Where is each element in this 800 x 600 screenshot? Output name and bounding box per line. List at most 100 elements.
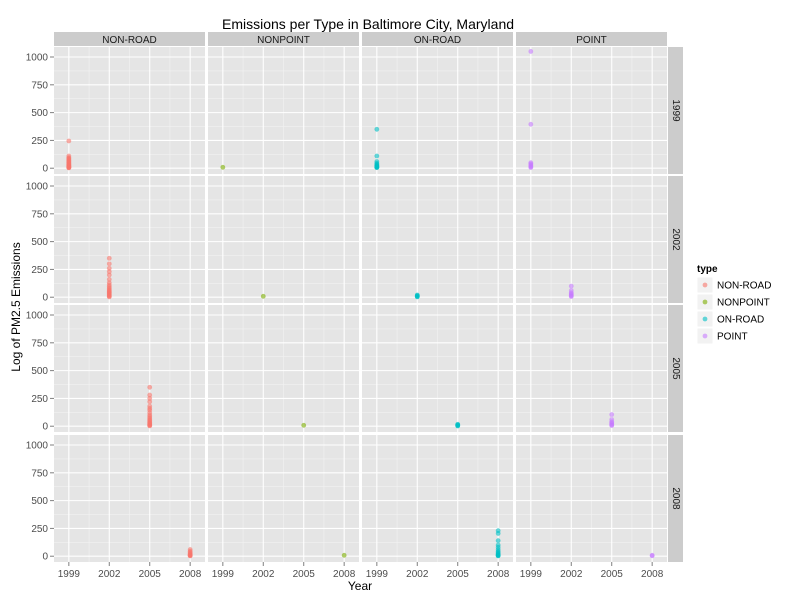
strip-label-nonpoint: NONPOINT (257, 35, 310, 46)
point-non-road-2002 (106, 255, 112, 261)
legend-key-point (702, 333, 708, 339)
y-tick-label: 0 (42, 164, 48, 175)
strip-right-2008 (668, 435, 683, 562)
point-point-2002 (568, 294, 574, 299)
point-nonpoint-2002 (260, 293, 266, 299)
strip-top-non-road (54, 32, 205, 46)
x-tick-label: 2008 (487, 569, 510, 580)
x-tick-label: 2005 (293, 569, 316, 580)
x-tick-label: 2002 (98, 569, 121, 580)
y-tick-label: 250 (31, 136, 48, 147)
panel-non-road-2008 (54, 435, 205, 562)
y-tick-label: 250 (31, 394, 48, 405)
strip-right-2002 (668, 176, 683, 303)
y-tick-label: 1000 (26, 182, 49, 193)
panel-non-road-2002 (54, 176, 205, 303)
point-on-road-2008 (495, 531, 501, 536)
panel-nonpoint-2002 (208, 176, 359, 303)
legend: type NON-ROAD NONPOINT ON-ROAD POINT (696, 264, 771, 345)
x-axis-ticks: 1999 2002 2005 2008 1999 2002 2005 2008 1999 2002… (58, 562, 664, 580)
y-tick-label: 0 (42, 293, 48, 304)
strip-right-2005 (668, 305, 683, 432)
legend-label-on-road: ON-ROAD (717, 315, 764, 326)
point-point-2008 (649, 553, 655, 559)
point-non-road-2002 (106, 294, 112, 300)
panel-point-1999 (516, 47, 667, 174)
strip-right-1999 (668, 47, 683, 174)
panel-on-road-2002 (362, 176, 513, 303)
y-tick-label: 250 (31, 265, 48, 276)
point-non-road-2002 (106, 261, 112, 267)
point-point-2002 (568, 283, 574, 289)
strip-label-2002: 2002 (670, 228, 681, 251)
strip-label-1999: 1999 (670, 99, 681, 122)
point-non-road-2005 (147, 399, 153, 405)
x-tick-label: 2002 (406, 569, 429, 580)
y-axis-ticks: 0 250 500 750 1000 0 250 500 750 1000 0 250 500 750 10… (26, 53, 54, 563)
panel-point-2008 (516, 435, 667, 562)
x-tick-label: 2008 (179, 569, 202, 580)
y-tick-label: 250 (31, 524, 48, 535)
point-non-road-2005 (147, 392, 153, 398)
legend-label-point: POINT (717, 332, 748, 343)
chart-title: Emissions per Type in Baltimore City, Ma… (222, 16, 514, 32)
point-non-road-2002 (106, 269, 112, 275)
strip-top-nonpoint (208, 32, 359, 46)
strip-label-on-road: ON-ROAD (414, 35, 461, 46)
point-point-1999 (528, 165, 534, 170)
panel-on-road-1999 (362, 47, 513, 174)
point-on-road-1999 (374, 165, 380, 171)
point-on-road-1999 (374, 126, 380, 132)
panel-point-2005 (516, 305, 667, 432)
legend-key-on-road (702, 316, 708, 322)
point-on-road-1999 (374, 153, 380, 159)
x-tick-label: 2008 (333, 569, 356, 580)
point-non-road-2005 (147, 384, 153, 390)
point-point-1999 (528, 121, 534, 127)
x-tick-label: 1999 (366, 569, 389, 580)
strip-label-point: POINT (576, 35, 607, 46)
y-tick-label: 1000 (26, 53, 49, 64)
y-axis-label: Log of PM2.5 Emissions (9, 242, 23, 371)
x-tick-label: 2008 (641, 569, 664, 580)
y-tick-label: 500 (31, 108, 48, 119)
point-non-road-1999 (66, 138, 72, 144)
strip-top-point (516, 32, 667, 46)
panel-nonpoint-1999 (208, 47, 359, 174)
x-tick-label: 1999 (520, 569, 543, 580)
panel-non-road-1999 (54, 47, 205, 174)
panel-nonpoint-2005 (208, 305, 359, 432)
legend-label-non-road: NON-ROAD (717, 281, 771, 292)
y-tick-label: 500 (31, 237, 48, 248)
point-point-1999 (528, 49, 534, 54)
y-tick-label: 750 (31, 80, 48, 91)
point-nonpoint-2008 (341, 552, 347, 558)
panel-non-road-2005 (54, 305, 205, 432)
point-on-road-2002 (414, 294, 420, 300)
y-tick-label: 0 (42, 552, 48, 563)
point-point-2005 (609, 412, 615, 417)
point-non-road-2005 (147, 423, 153, 429)
y-tick-label: 750 (31, 468, 48, 479)
strip-label-2008: 2008 (670, 487, 681, 510)
point-non-road-2008 (187, 553, 193, 559)
y-tick-label: 500 (31, 366, 48, 377)
panel-nonpoint-2008 (208, 435, 359, 562)
strip-label-non-road: NON-ROAD (102, 35, 156, 46)
strip-top-on-road (362, 32, 513, 46)
strip-label-2005: 2005 (670, 357, 681, 380)
y-tick-label: 750 (31, 338, 48, 349)
legend-label-nonpoint: NONPOINT (717, 298, 770, 309)
point-non-road-2005 (147, 396, 153, 401)
facet-strips: NON-ROAD NONPOINT ON-ROAD POINT 1999 2002 2005… (54, 32, 683, 562)
point-non-road-2002 (106, 272, 112, 278)
x-tick-label: 1999 (58, 569, 81, 580)
legend-title: type (697, 264, 718, 275)
point-non-road-2002 (106, 265, 112, 271)
x-tick-label: 2005 (601, 569, 624, 580)
panel-on-road-2005 (362, 305, 513, 432)
point-on-road-2008 (495, 538, 501, 544)
y-tick-label: 1000 (26, 311, 49, 322)
facet-panels (54, 47, 667, 562)
